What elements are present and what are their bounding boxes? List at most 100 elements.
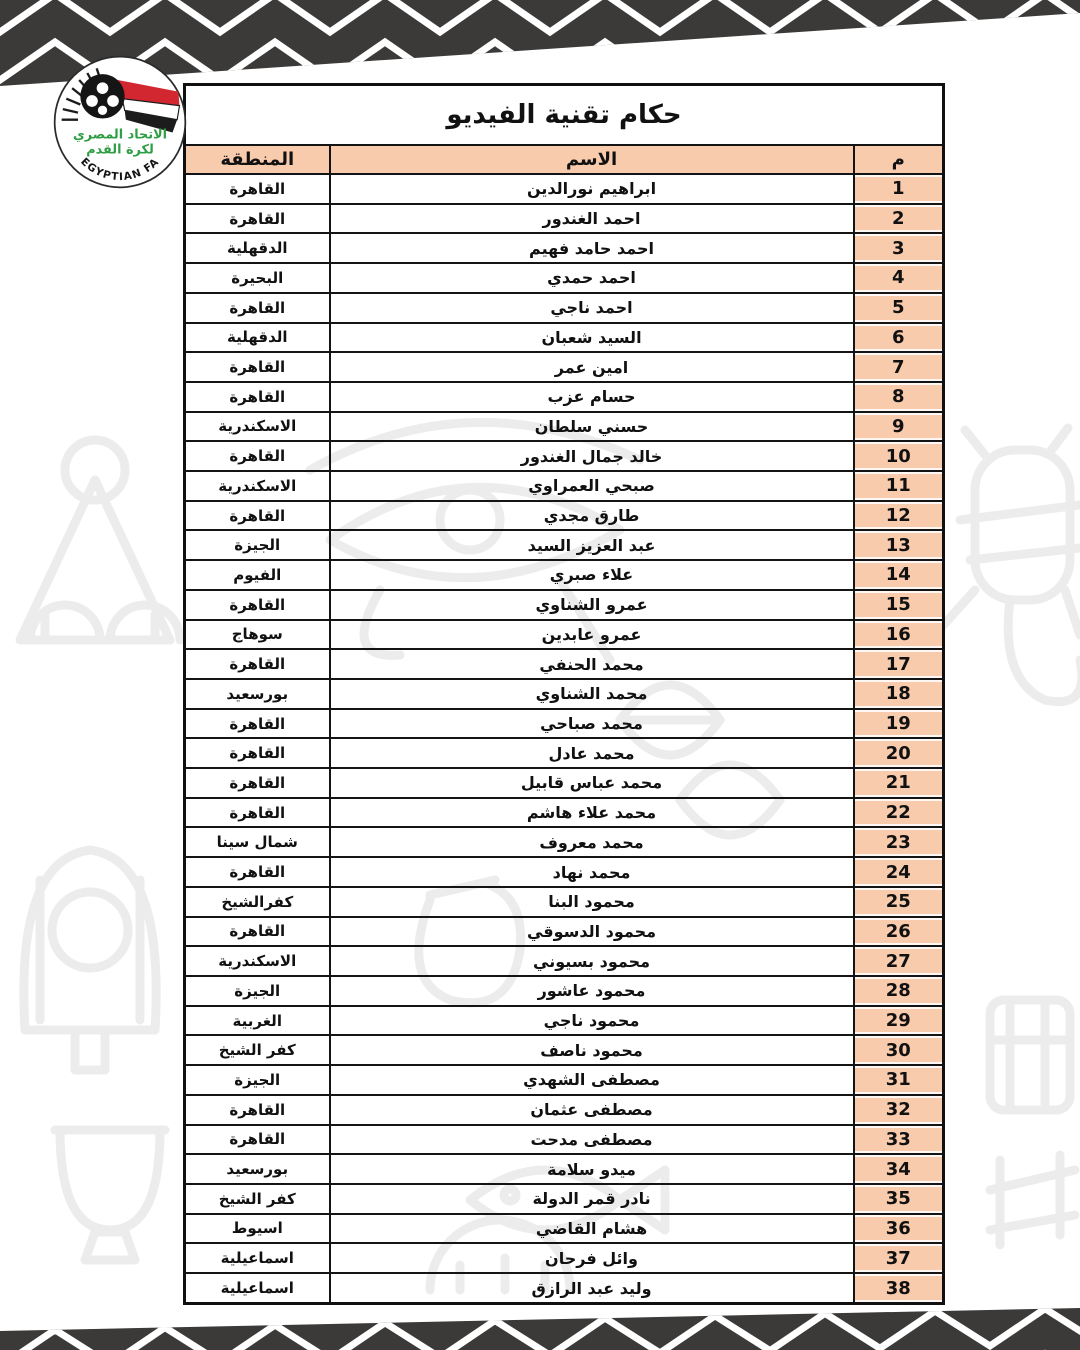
table-row: 4 احمد حمدي البحيرة: [183, 262, 945, 294]
table-row: 2 احمد الغندور القاهرة: [183, 202, 945, 235]
row-number: 11: [852, 470, 945, 502]
table-row: 28 محمود عاشور الجيزة: [183, 974, 945, 1007]
referee-region: القاهرة: [183, 202, 331, 235]
row-number: 30: [852, 1034, 945, 1067]
referee-name: احمد حامد فهيم: [328, 232, 855, 265]
table-row: 17 محمد الحنفي القاهرة: [183, 648, 945, 680]
row-number: 23: [852, 826, 945, 859]
referee-region: كفر الشيخ: [183, 1034, 331, 1067]
logo-arabic-line1: الاتحاد المصري: [73, 127, 167, 142]
referee-region: الاسكندرية: [183, 470, 331, 502]
sphinx-doodle: [15, 435, 185, 645]
table-row: 5 احمد ناجي القاهرة: [183, 291, 945, 324]
table-row: 38 وليد عبد الرازق اسماعيلية: [183, 1271, 945, 1305]
row-number: 26: [852, 915, 945, 948]
table-row: 31 مصطفى الشهدي الجيزة: [183, 1064, 945, 1096]
table-row: 33 مصطفى مدحت القاهرة: [183, 1123, 945, 1156]
row-number: 9: [852, 410, 945, 443]
referee-region: الجيزة: [183, 529, 331, 562]
referee-region: الاسكندرية: [183, 410, 331, 443]
table-row: 20 محمد عادل القاهرة: [183, 737, 945, 770]
referee-region: البحيرة: [183, 262, 331, 294]
referee-region: القاهرة: [183, 440, 331, 473]
referee-name: خالد جمال الغندور: [328, 440, 855, 473]
row-number: 37: [852, 1242, 945, 1275]
row-number: 4: [852, 262, 945, 294]
referee-name: حسني سلطان: [328, 410, 855, 443]
table-row: 32 مصطفى عثمان القاهرة: [183, 1093, 945, 1126]
referee-region: اسيوط: [183, 1212, 331, 1245]
referee-name: احمد حمدي: [328, 262, 855, 294]
column-header-name: الاسم: [328, 144, 855, 175]
table-row: 3 احمد حامد فهيم الدقهلية: [183, 232, 945, 265]
referee-name: محمد صباحي: [328, 707, 855, 740]
header-row: م الاسم المنطقة: [183, 144, 945, 175]
row-number: 17: [852, 648, 945, 680]
row-number: 35: [852, 1182, 945, 1215]
row-number: 1: [852, 173, 945, 205]
referee-region: كفر الشيخ: [183, 1182, 331, 1215]
table-row: 9 حسني سلطان الاسكندرية: [183, 410, 945, 443]
referee-region: القاهرة: [183, 1123, 331, 1156]
table-row: 6 السيد شعبان الدقهلية: [183, 321, 945, 354]
row-number: 22: [852, 796, 945, 829]
title-row: حكام تقنية الفيديو: [183, 83, 945, 146]
referee-region: الفيوم: [183, 559, 331, 591]
referee-name: عمرو عابدين: [328, 618, 855, 651]
table-row: 36 هشام القاضي اسيوط: [183, 1212, 945, 1245]
referee-name: امين عمر: [328, 351, 855, 383]
table-row: 8 حسام عزب القاهرة: [183, 380, 945, 413]
referee-name: ابراهيم نورالدين: [328, 173, 855, 205]
referee-table-body: حكام تقنية الفيديو م الاسم المنطقة 1 ابرا…: [183, 83, 945, 1305]
table-row: 19 محمد صباحي القاهرة: [183, 707, 945, 740]
table-row: 15 عمرو الشناوي القاهرة: [183, 588, 945, 621]
row-number: 13: [852, 529, 945, 562]
column-header-region: المنطقة: [183, 144, 331, 175]
logo-flag-ribbons: [117, 80, 181, 133]
logo-football: [80, 74, 125, 119]
referee-name: محمد عادل: [328, 737, 855, 770]
table-row: 10 خالد جمال الغندور القاهرة: [183, 440, 945, 473]
lamp-doodle: [985, 995, 1080, 1250]
row-number: 20: [852, 737, 945, 770]
row-number: 19: [852, 707, 945, 740]
referee-name: محمود عاشور: [328, 974, 855, 1007]
referee-region: القاهرة: [183, 380, 331, 413]
referee-name: وائل فرحان: [328, 1242, 855, 1275]
row-number: 27: [852, 945, 945, 977]
table-row: 12 طارق مجدي القاهرة: [183, 499, 945, 532]
referee-name: محمد علاء هاشم: [328, 796, 855, 829]
referee-region: القاهرة: [183, 648, 331, 680]
pharaoh-doodle: [19, 845, 161, 1075]
table-row: 34 ميدو سلامة بورسعيد: [183, 1153, 945, 1185]
row-number: 16: [852, 618, 945, 651]
logo-arabic-line2: لكرة القدم: [86, 143, 154, 158]
table-row: 7 امين عمر القاهرة: [183, 351, 945, 383]
referee-name: حسام عزب: [328, 380, 855, 413]
referee-name: عبد العزيز السيد: [328, 529, 855, 562]
referee-region: القاهرة: [183, 737, 331, 770]
table-row: 27 محمود بسيوني الاسكندرية: [183, 945, 945, 977]
referee-region: الجيزة: [183, 974, 331, 1007]
row-number: 38: [852, 1271, 945, 1305]
referee-name: احمد ناجي: [328, 291, 855, 324]
table-row: 18 محمد الشناوي بورسعيد: [183, 677, 945, 710]
table-row: 16 عمرو عابدين سوهاج: [183, 618, 945, 651]
table-row: 25 محمود البنا كفرالشيخ: [183, 885, 945, 918]
referee-name: محمود ناصف: [328, 1034, 855, 1067]
row-number: 32: [852, 1093, 945, 1126]
referee-name: مصطفى الشهدي: [328, 1064, 855, 1096]
referee-region: سوهاج: [183, 618, 331, 651]
row-number: 7: [852, 351, 945, 383]
row-number: 36: [852, 1212, 945, 1245]
row-number: 25: [852, 885, 945, 918]
referee-region: بورسعيد: [183, 1153, 331, 1185]
column-header-no: م: [852, 144, 945, 175]
referee-name: محمد معروف: [328, 826, 855, 859]
row-number: 15: [852, 588, 945, 621]
referee-name: مصطفى مدحت: [328, 1123, 855, 1156]
table-row: 14 علاء صبري الفيوم: [183, 559, 945, 591]
referee-table: حكام تقنية الفيديو م الاسم المنطقة 1 ابرا…: [183, 83, 946, 1305]
referee-name: هشام القاضي: [328, 1212, 855, 1245]
